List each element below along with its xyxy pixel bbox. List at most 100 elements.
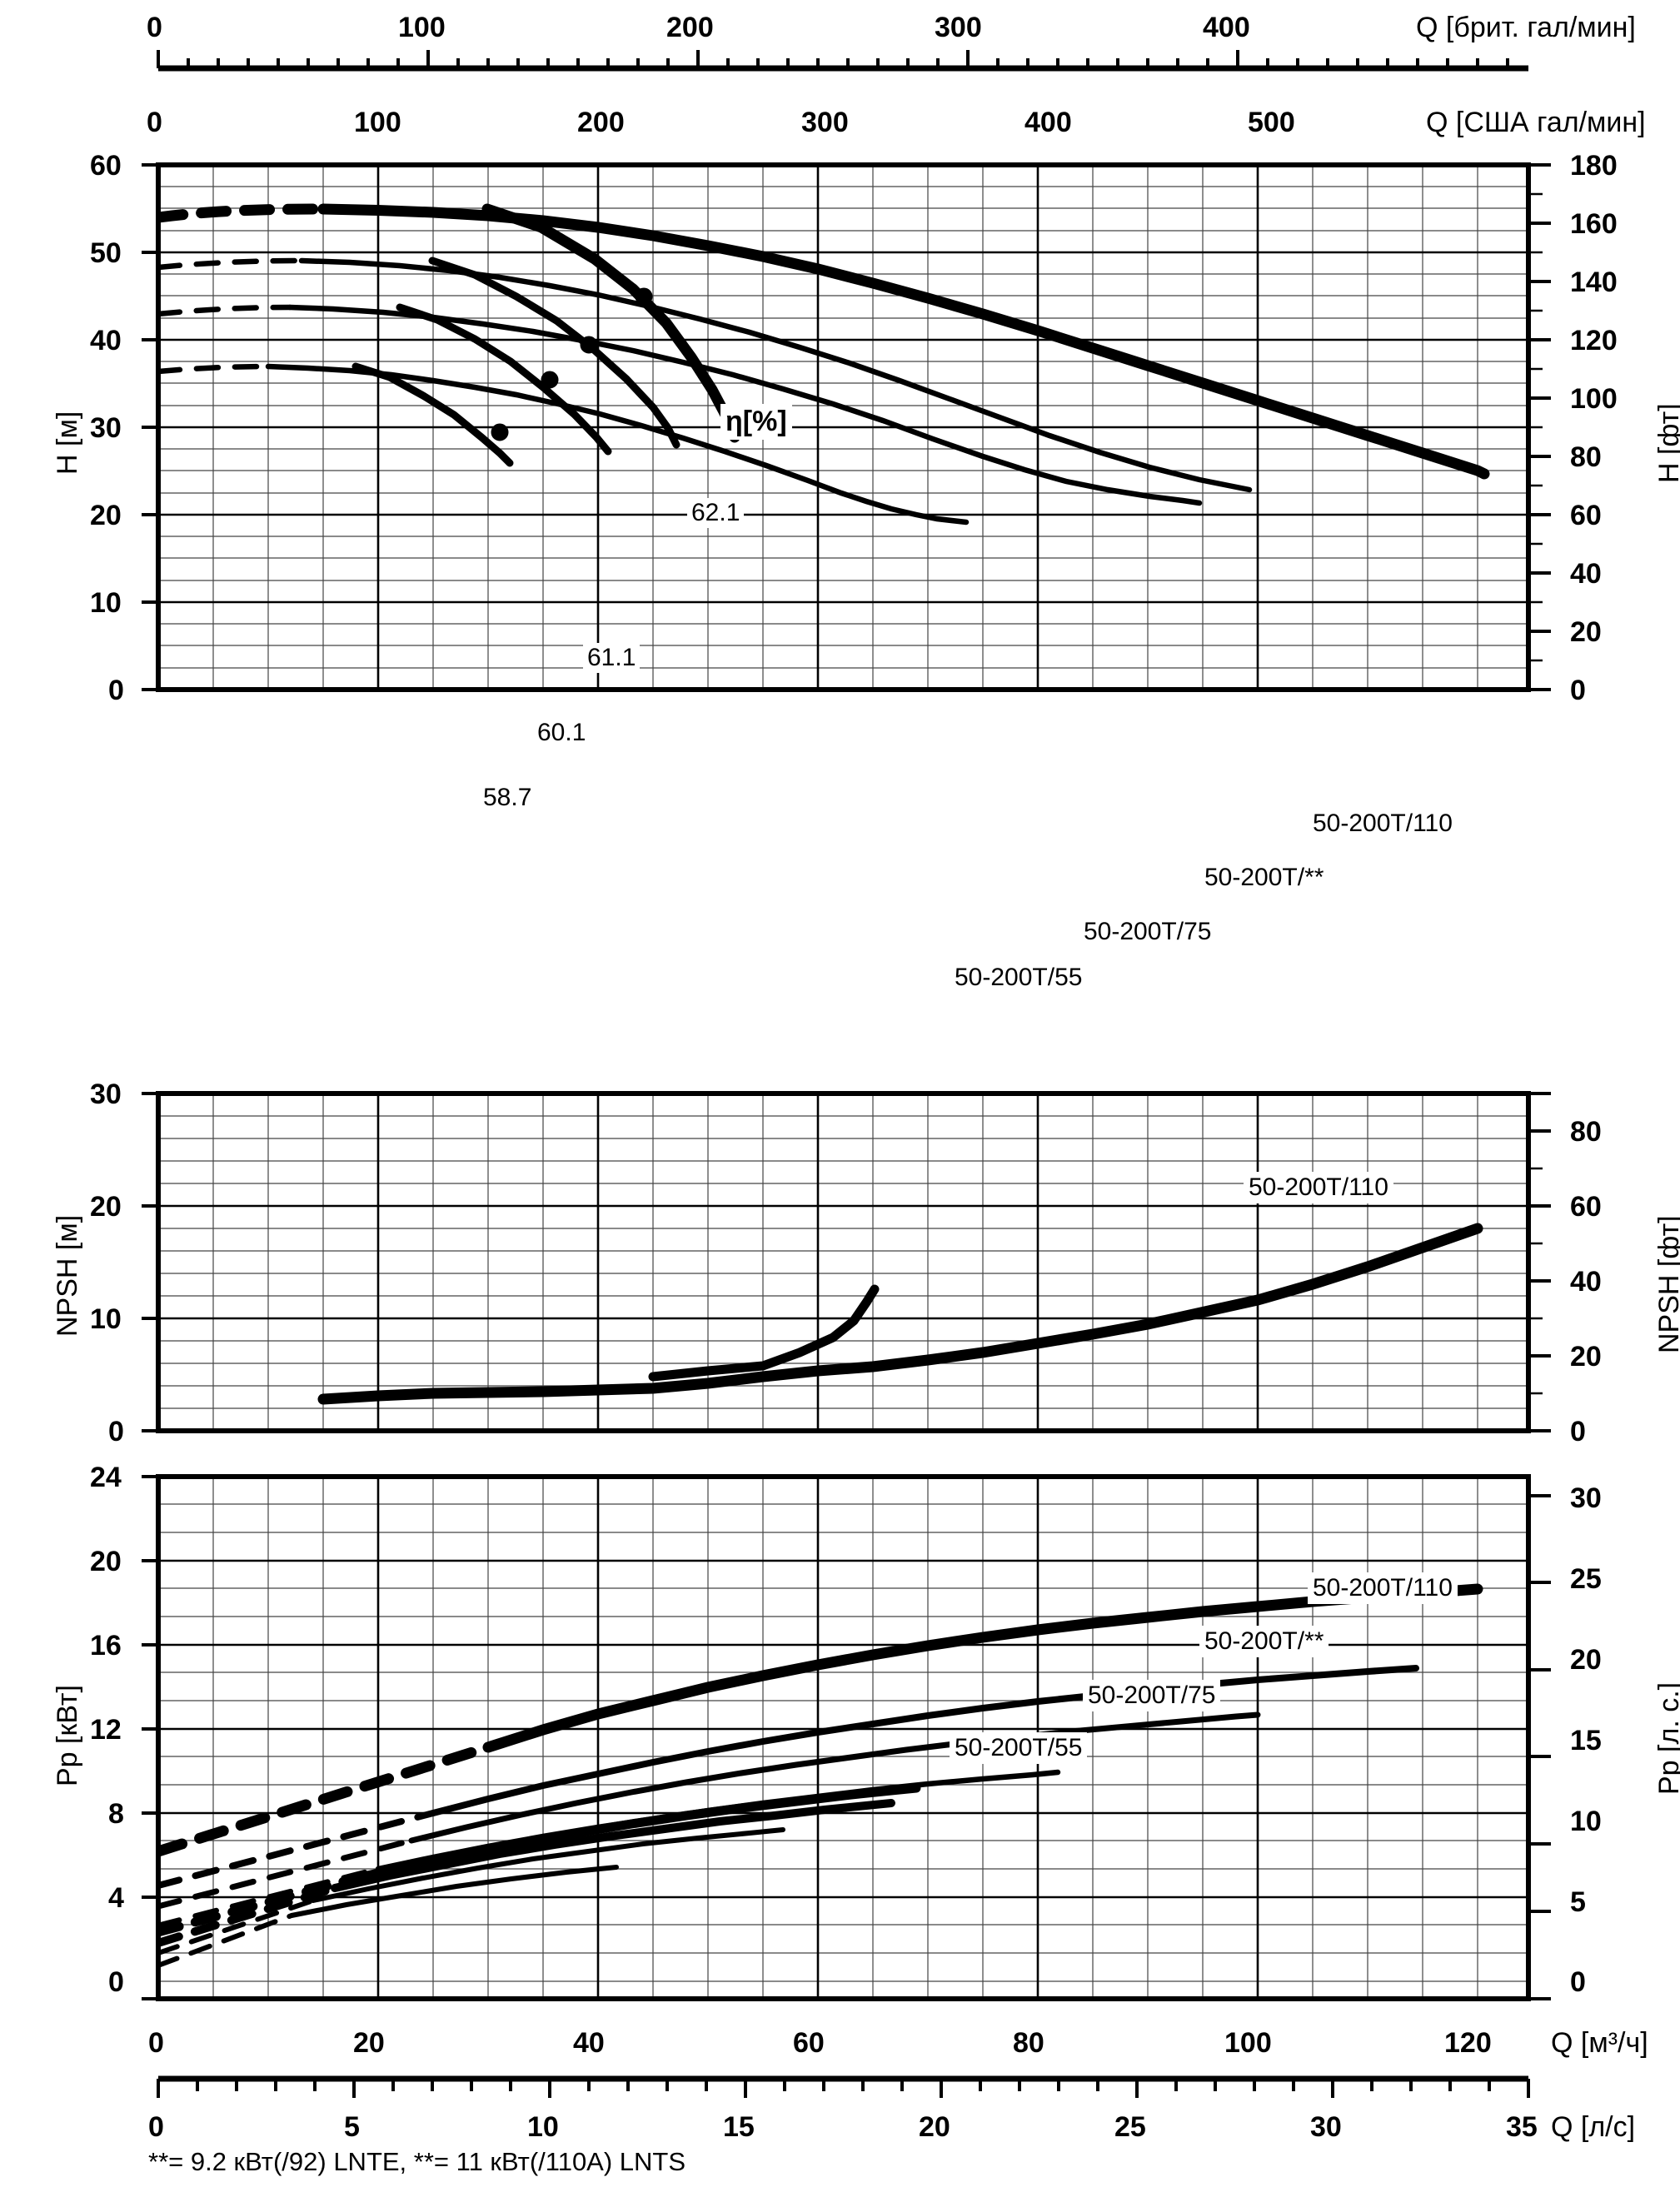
npsh-ft-tick-0: 0	[1570, 1416, 1586, 1447]
model-label-pp-110: 50-200T/110	[1308, 1572, 1458, 1604]
h-m-tick-50: 50	[90, 237, 122, 269]
model-label-h-75: 50-200T/75	[1079, 916, 1217, 948]
npsh-ft-tick-40: 40	[1570, 1266, 1602, 1298]
h-ft-tick-60: 60	[1570, 500, 1602, 531]
h-m-tick-20: 20	[90, 500, 122, 531]
bottom-ls-ruler	[157, 2075, 1530, 2098]
bottom-m3h-axis: 0 20 40 60 80 100 120 Q [м³/ч]	[0, 2009, 1680, 2075]
top-usa-tick-400: 400	[1024, 107, 1072, 138]
eff-label-59: 58.7	[479, 783, 536, 813]
curve-h-75	[287, 304, 1203, 506]
h-ft-tick-40: 40	[1570, 558, 1602, 590]
h-m-tick-0: 0	[108, 675, 124, 706]
npsh-ft-tick-20: 20	[1570, 1341, 1602, 1373]
curve-pp-extra-b	[331, 1799, 895, 1892]
q-ls-tick-15: 15	[723, 2111, 755, 2143]
curve-h-75-dash	[158, 304, 293, 317]
top-usa-tick-200: 200	[577, 107, 625, 138]
curve-pp-75	[408, 1711, 1261, 1844]
q-m3h-tick-60: 60	[793, 2027, 825, 2059]
top-imp-tick-300: 300	[935, 12, 982, 43]
q-ls-tick-35: 35	[1506, 2111, 1538, 2143]
pp-hp-tick-5: 5	[1570, 1886, 1586, 1918]
curve-h-55-dash	[158, 363, 272, 375]
pp-hp-tick-30: 30	[1570, 1482, 1602, 1514]
duty-point-60	[541, 371, 559, 389]
h-ft-tick-0: 0	[1570, 675, 1586, 706]
duty-point-61	[580, 336, 598, 354]
curve-eff-60	[396, 303, 612, 456]
pp-kw-tick-12: 12	[90, 1714, 122, 1746]
eta-label: η[%]	[720, 404, 792, 440]
top-usa-tick-500: 500	[1248, 107, 1295, 138]
top-imperial-axis: 0 100 200 300 400 Q [брит. гал/мин]	[0, 0, 1680, 92]
pp-kw-tick-20: 20	[90, 1546, 122, 1577]
top-imp-ruler	[157, 50, 1528, 72]
curve-h-star	[298, 257, 1253, 493]
h-ft-tick-80: 80	[1570, 441, 1602, 473]
pp-hp-tick-0: 0	[1570, 1966, 1586, 1998]
top-usa-tick-300: 300	[801, 107, 849, 138]
chart-npsh-plot	[142, 1091, 1551, 1433]
model-label-h-55: 50-200T/55	[950, 962, 1088, 994]
chart-power-plot	[142, 1474, 1551, 2001]
q-m3h-axis-title: Q [м³/ч]	[1551, 2027, 1648, 2059]
curve-pp-star-dash	[158, 1810, 436, 1889]
top-usa-tick-0: 0	[147, 107, 162, 138]
q-ls-tick-0: 0	[148, 2111, 164, 2143]
q-m3h-tick-100: 100	[1224, 2027, 1272, 2059]
model-label-npsh-110: 50-200T/110	[1244, 1172, 1393, 1203]
h-ft-tick-140: 140	[1570, 267, 1618, 298]
model-label-h-star: 50-200T/**	[1199, 862, 1329, 894]
pp-kw-tick-0: 0	[108, 1966, 124, 1998]
curve-pp-star	[430, 1665, 1419, 1816]
pp-hp-tick-15: 15	[1570, 1725, 1602, 1756]
q-m3h-tick-20: 20	[353, 2027, 385, 2059]
curve-pp-extra-c-dash	[158, 1898, 316, 1955]
curve-h-star-dash	[158, 257, 305, 271]
curve-pp-75-dash	[158, 1837, 415, 1910]
q-ls-tick-25: 25	[1114, 2111, 1146, 2143]
model-label-pp-star: 50-200T/**	[1199, 1626, 1329, 1657]
curve-pp-110-dash	[158, 1741, 494, 1857]
duty-point-59	[491, 423, 509, 441]
q-ls-tick-5: 5	[344, 2111, 360, 2143]
chart-head-plot	[142, 162, 1551, 692]
q-ls-axis-title: Q [л/с]	[1551, 2111, 1636, 2143]
q-m3h-tick-0: 0	[148, 2027, 164, 2059]
eff-label-60: 60.1	[533, 718, 591, 748]
h-m-tick-30: 30	[90, 412, 122, 444]
top-usa-axis-title: Q [США гал/мин]	[1426, 107, 1646, 138]
npsh-ft-tick-80: 80	[1570, 1116, 1602, 1148]
curve-pp-extra-a	[351, 1783, 921, 1883]
footnote: **= 9.2 кВт(/92) LNTE, **= 11 кВт(/110A)…	[148, 2147, 686, 2176]
eff-label-62: 62.1	[687, 498, 745, 528]
q-ls-tick-30: 30	[1310, 2111, 1342, 2143]
curve-pp-extra-b-dash	[158, 1884, 339, 1947]
duty-point-62	[635, 287, 653, 306]
curve-pp-extra-d	[289, 1865, 619, 1918]
h-m-tick-10: 10	[90, 587, 122, 619]
bottom-ls-axis: 0 5 10 15 20 25 30 35 Q [л/с]	[0, 2071, 1680, 2163]
h-m-tick-60: 60	[90, 150, 122, 182]
curve-pp-extra-c	[311, 1827, 785, 1903]
top-imp-tick-0: 0	[147, 12, 162, 43]
top-usa-axis: 0 100 200 300 400 500 Q [США гал/мин]	[0, 92, 1680, 150]
pp-hp-tick-25: 25	[1570, 1563, 1602, 1595]
curve-h-55	[265, 363, 970, 526]
curve-eff-59	[351, 362, 514, 467]
pp-hp-tick-10: 10	[1570, 1806, 1602, 1837]
curve-pp-extra-a-dash	[158, 1873, 361, 1937]
model-label-pp-75: 50-200T/75	[1083, 1680, 1221, 1711]
q-ls-tick-10: 10	[527, 2111, 559, 2143]
top-imp-tick-400: 400	[1203, 12, 1250, 43]
top-imp-axis-title: Q [брит. гал/мин]	[1416, 12, 1636, 43]
pp-kw-tick-24: 24	[90, 1462, 122, 1493]
q-m3h-tick-40: 40	[573, 2027, 605, 2059]
npsh-m-tick-20: 20	[90, 1191, 122, 1223]
pp-kw-tick-8: 8	[108, 1798, 124, 1830]
top-imp-tick-200: 200	[666, 12, 714, 43]
npsh-m-tick-0: 0	[108, 1416, 124, 1447]
npsh-ft-tick-60: 60	[1570, 1191, 1602, 1223]
